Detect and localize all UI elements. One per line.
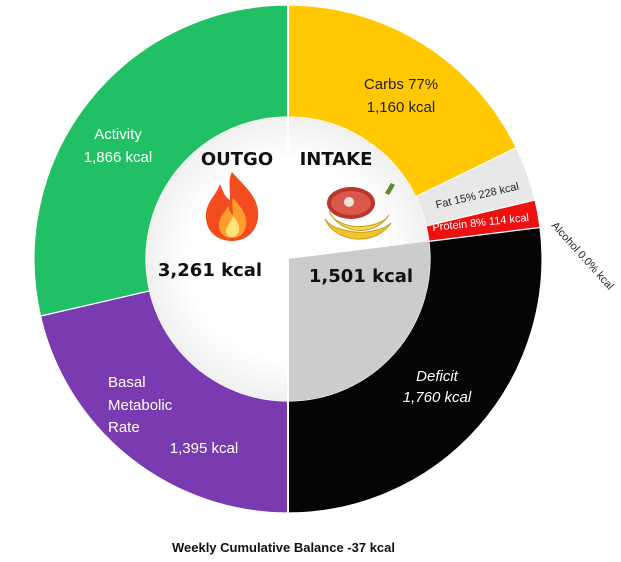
center-deficit-wedge [288, 241, 430, 401]
outgo-total: 3,261 kcal [158, 260, 262, 281]
outgo-title: OUTGO [201, 149, 273, 170]
weekly-balance-footer: Weekly Cumulative Balance -37 kcal [171, 540, 396, 555]
label-carbs-value: 1,160 kcal [367, 99, 435, 116]
label-bmr-line3: Rate [108, 419, 140, 436]
label-activity-value: 1,866 kcal [84, 149, 152, 166]
intake-total: 1,501 kcal [309, 266, 413, 287]
fire-icon [205, 172, 259, 241]
label-carbs: Carbs 77% [364, 76, 438, 93]
label-deficit: Deficit [416, 368, 459, 385]
label-alcohol: Alcohol 0.0% kcal [549, 220, 616, 293]
intake-title: INTAKE [300, 149, 373, 170]
label-deficit-value: 1,760 kcal [403, 389, 472, 406]
label-bmr-value: 1,395 kcal [170, 440, 238, 457]
label-bmr-line2: Metabolic [108, 397, 173, 414]
food-icon [324, 183, 395, 240]
label-bmr-line1: Basal [108, 374, 146, 391]
label-activity: Activity [94, 126, 142, 143]
